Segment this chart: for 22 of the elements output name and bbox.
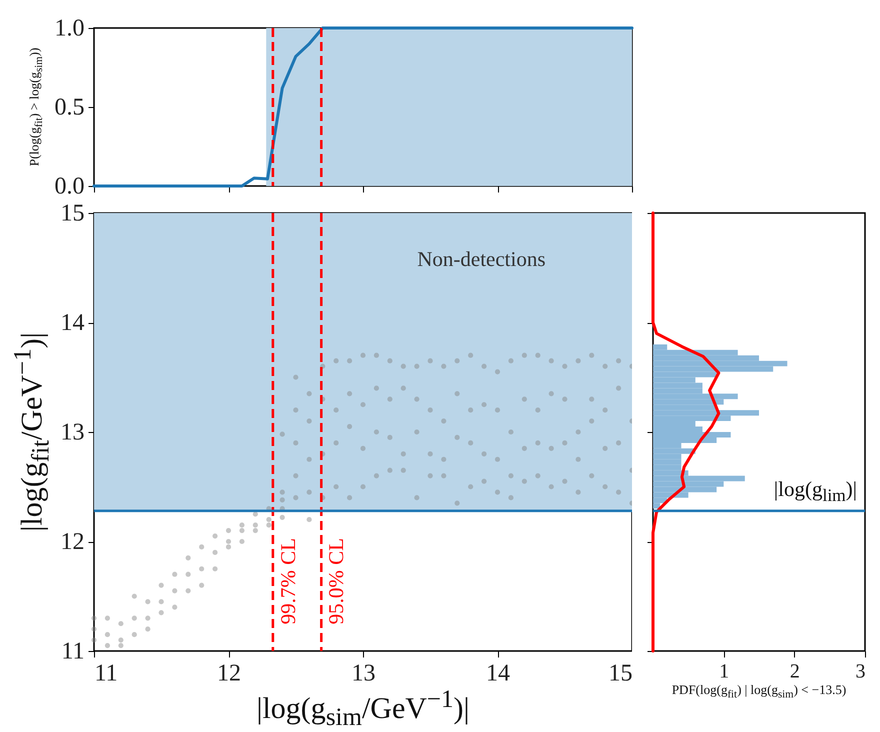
ref-line-label: 95.0% CL	[324, 538, 348, 625]
ref-line-label: |log(g$_{lim}$)|	[774, 477, 857, 506]
x-tick-label: 11	[94, 660, 118, 686]
x-tick-label: 13	[352, 660, 376, 686]
x-tick-label: 12	[217, 660, 241, 686]
y-tick-label: 12	[60, 529, 84, 555]
y-tick-label: 14	[60, 310, 84, 336]
y-tick-label: 15	[60, 200, 84, 226]
x-tick-label: 3	[856, 660, 866, 682]
x-tick-label: 1	[719, 660, 730, 682]
y-tick-label: 13	[60, 420, 84, 446]
y-tick-label: 11	[61, 638, 84, 664]
y-tick-label: 1.0	[54, 16, 84, 42]
y-tick-label: 0.5	[54, 94, 84, 120]
band-label: Non-detections	[417, 246, 546, 271]
ref-line-label: 99.7% CL	[276, 538, 300, 625]
x-tick-label: 14	[486, 660, 510, 686]
x-tick-label: 15	[608, 660, 632, 686]
x-tick-label: 2	[790, 660, 800, 682]
x-axis-title: PDF(log(g$_{fit}$) | log(g$_{sim}$) < −13.5)	[672, 682, 846, 701]
x-axis-title: |log(g$_{sim}$/GeV$^{−1}$)|	[256, 686, 470, 731]
y-tick-label: 0.0	[54, 174, 84, 200]
